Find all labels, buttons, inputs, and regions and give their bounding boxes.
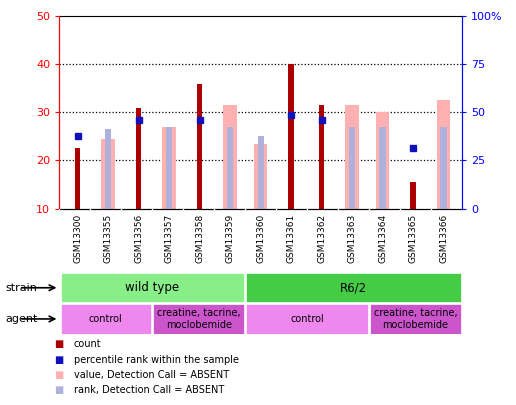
Text: control: control [290, 314, 324, 324]
Bar [379, 127, 385, 209]
Bar [319, 105, 324, 209]
Text: GSM13355: GSM13355 [104, 213, 112, 263]
Text: ■: ■ [54, 355, 63, 364]
Bar [370, 305, 461, 334]
Bar [136, 108, 141, 209]
Text: ■: ■ [54, 370, 63, 380]
Text: control: control [89, 314, 123, 324]
Bar [257, 136, 264, 209]
Bar [60, 305, 151, 334]
Text: agent: agent [5, 314, 38, 324]
Text: GSM13362: GSM13362 [317, 213, 326, 263]
Bar [441, 127, 446, 209]
Text: ■: ■ [54, 339, 63, 349]
Bar [162, 127, 176, 209]
Text: R6/2: R6/2 [340, 281, 367, 294]
Text: GSM13361: GSM13361 [286, 213, 296, 263]
Text: GSM13300: GSM13300 [73, 213, 82, 263]
Text: GSM13364: GSM13364 [378, 213, 387, 263]
Text: percentile rank within the sample: percentile rank within the sample [74, 355, 239, 364]
Bar [105, 129, 111, 209]
Bar [60, 273, 244, 302]
Bar [254, 144, 267, 209]
Bar [223, 105, 237, 209]
Bar [101, 139, 115, 209]
Bar [197, 83, 202, 209]
Text: rank, Detection Call = ABSENT: rank, Detection Call = ABSENT [74, 386, 224, 395]
Text: GSM13360: GSM13360 [256, 213, 265, 263]
Text: GSM13356: GSM13356 [134, 213, 143, 263]
Bar [75, 149, 80, 209]
Text: count: count [74, 339, 102, 349]
Text: GSM13357: GSM13357 [165, 213, 173, 263]
Text: ■: ■ [54, 386, 63, 395]
Bar [227, 127, 233, 209]
Bar [246, 273, 461, 302]
Text: GSM13358: GSM13358 [195, 213, 204, 263]
Text: wild type: wild type [125, 281, 179, 294]
Text: GSM13363: GSM13363 [348, 213, 357, 263]
Bar [410, 182, 416, 209]
Bar [349, 127, 355, 209]
Bar [288, 64, 294, 209]
Text: GSM13365: GSM13365 [409, 213, 417, 263]
Bar [166, 127, 172, 209]
Text: creatine, tacrine,
moclobemide: creatine, tacrine, moclobemide [374, 308, 457, 330]
Text: creatine, tacrine,
moclobemide: creatine, tacrine, moclobemide [157, 308, 240, 330]
Text: GSM13366: GSM13366 [439, 213, 448, 263]
Text: value, Detection Call = ABSENT: value, Detection Call = ABSENT [74, 370, 229, 380]
Bar [246, 305, 368, 334]
Bar [437, 100, 450, 209]
Text: GSM13359: GSM13359 [225, 213, 235, 263]
Bar [376, 112, 390, 209]
Bar [153, 305, 244, 334]
Bar [345, 105, 359, 209]
Text: strain: strain [5, 283, 37, 293]
